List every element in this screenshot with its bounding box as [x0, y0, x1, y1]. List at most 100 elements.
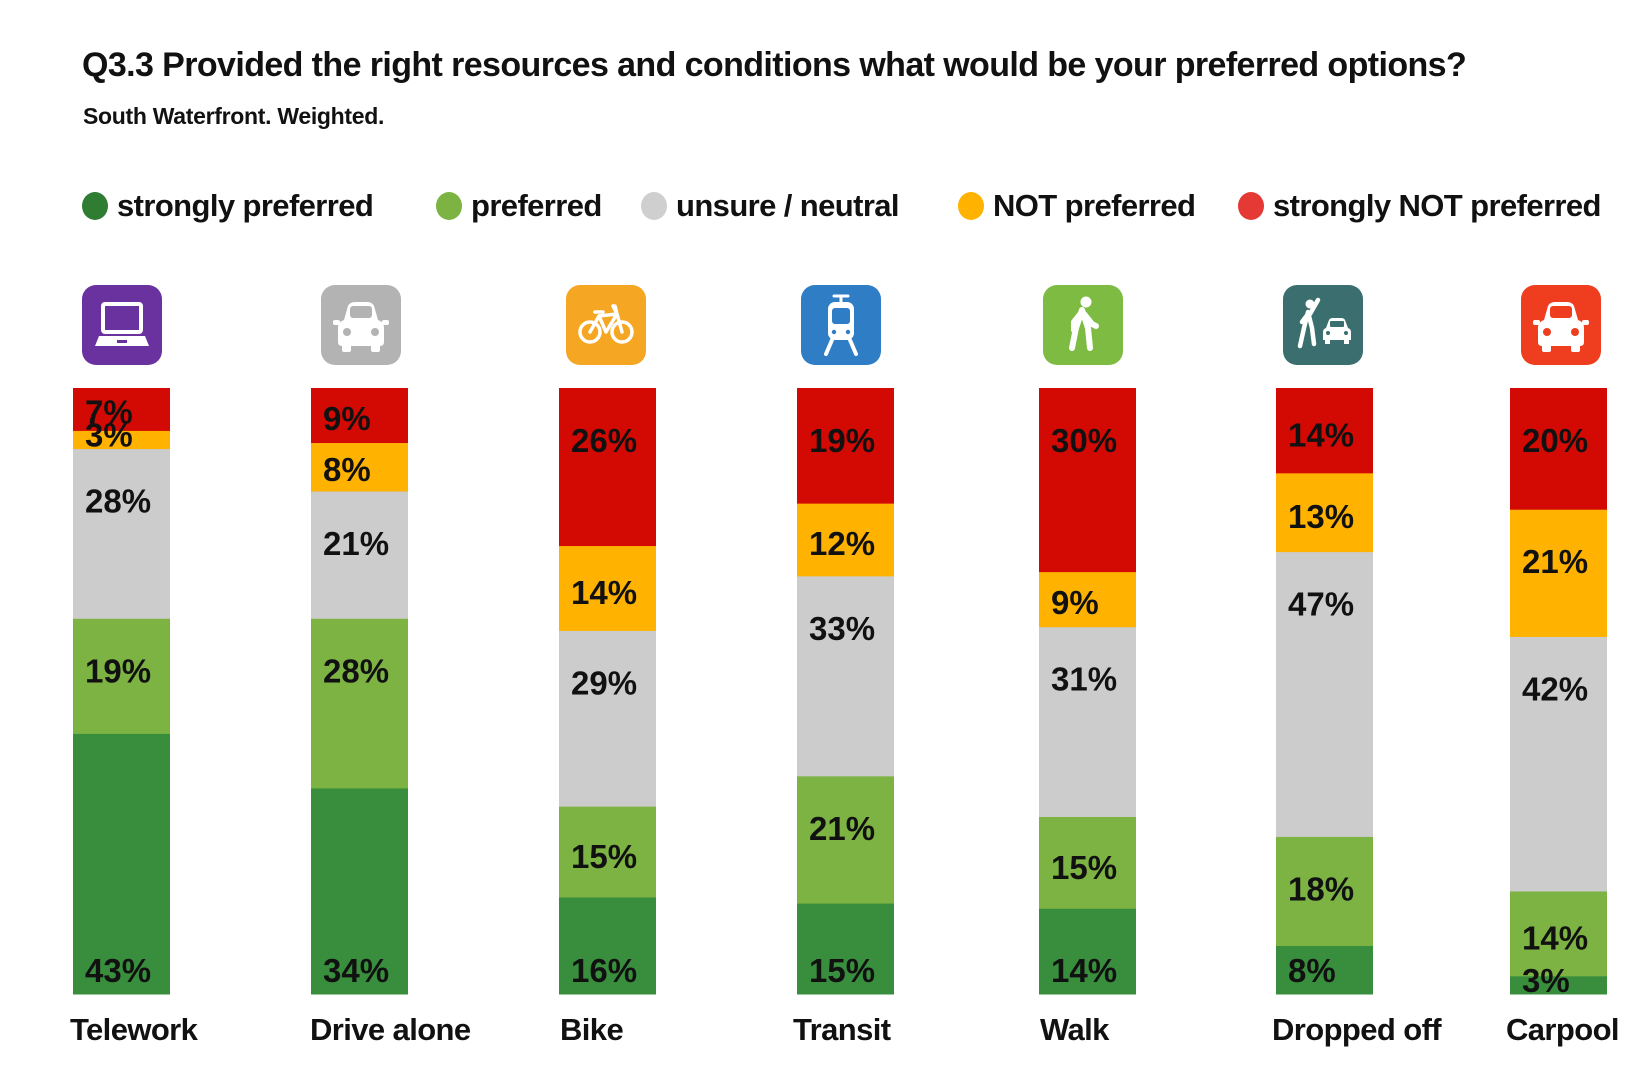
bar-segment — [1039, 816, 1136, 909]
data-label: 8% — [323, 451, 371, 488]
data-label: 30% — [1051, 422, 1117, 459]
data-label: 47% — [1288, 586, 1354, 623]
category-label: Telework — [70, 1012, 199, 1047]
bar-segment — [797, 575, 894, 777]
data-label: 21% — [809, 810, 875, 847]
legend-item-strongly-not-preferred: strongly NOT preferred — [1238, 188, 1601, 224]
bicycle-icon — [566, 285, 646, 365]
data-label: 12% — [809, 525, 875, 562]
bar-segment — [1039, 388, 1136, 573]
legend-dot-icon — [641, 192, 667, 220]
chart-title: Q3.3 Provided the right resources and co… — [82, 46, 1467, 84]
bar-segment — [1276, 388, 1373, 474]
data-label: 9% — [323, 400, 371, 437]
bar-segment — [311, 442, 408, 492]
bar-segment — [559, 630, 656, 807]
data-label: 31% — [1051, 661, 1117, 698]
legend: strongly preferred preferred unsure / ne… — [0, 188, 1650, 224]
data-label: 14% — [571, 574, 637, 611]
bar-segment — [797, 903, 894, 995]
bar-segment — [73, 430, 170, 450]
bar-segment — [1039, 571, 1136, 628]
data-label: 19% — [809, 422, 875, 459]
bar-segment — [311, 388, 408, 444]
bar-stack-walk: 14% 15% 31% 9% 30% — [1039, 388, 1136, 995]
bar-stack-carpool: 3% 14% 42% 21% 20% — [1510, 388, 1607, 999]
legend-dot-icon — [82, 192, 108, 220]
data-label: 9% — [1051, 584, 1099, 621]
category-label: Dropped off — [1272, 1012, 1442, 1047]
pedestrian-hailing-car-icon — [1283, 285, 1363, 365]
data-label: 14% — [1288, 417, 1354, 454]
chart-subtitle: South Waterfront. Weighted. — [83, 103, 385, 129]
bar-stack-bike: 16% 15% 29% 14% 26% — [559, 388, 656, 995]
bar-segment — [559, 897, 656, 995]
bar-segment — [1276, 836, 1373, 947]
bar-segment — [1510, 975, 1607, 995]
bar-segment — [311, 491, 408, 619]
legend-item-strongly-preferred: strongly preferred — [82, 188, 374, 224]
bar-segment — [1510, 890, 1607, 977]
legend-dot-icon — [436, 192, 462, 220]
bar-stack-telework: 43% 19% 28% 3%7% — [73, 388, 170, 995]
legend-item-preferred: preferred — [436, 188, 602, 224]
data-label: 15% — [571, 838, 637, 875]
data-label: 14% — [1522, 920, 1588, 957]
data-label: 15% — [1051, 849, 1117, 886]
data-label: 28% — [85, 483, 151, 520]
legend-label: strongly NOT preferred — [1273, 188, 1601, 223]
category-label: Walk — [1040, 1012, 1110, 1047]
data-label: 21% — [323, 525, 389, 562]
data-label: 18% — [1288, 870, 1354, 907]
bar-segment — [1039, 908, 1136, 995]
bar-segment — [559, 806, 656, 898]
data-label: 33% — [809, 610, 875, 647]
data-label: 14% — [1051, 952, 1117, 989]
legend-label: unsure / neutral — [676, 188, 900, 223]
data-label: 3% — [85, 417, 133, 454]
category-label: Bike — [560, 1012, 623, 1047]
bar-segment — [1510, 636, 1607, 892]
laptop-icon — [82, 285, 162, 365]
bar-segment — [1276, 472, 1373, 553]
bar-segment — [1039, 626, 1136, 817]
bar-segment — [559, 545, 656, 631]
legend-label: preferred — [471, 188, 602, 223]
bar-segment — [311, 618, 408, 789]
data-label: 8% — [1288, 952, 1336, 989]
data-label: 7% — [85, 393, 133, 430]
bar-segment — [73, 733, 170, 995]
legend-label: strongly preferred — [117, 188, 374, 223]
bar-segment — [73, 388, 170, 431]
streetcar-icon — [801, 285, 881, 365]
data-label: 21% — [1522, 543, 1588, 580]
data-label: 16% — [571, 952, 637, 989]
data-label: 15% — [809, 952, 875, 989]
data-label: 28% — [323, 652, 389, 689]
data-label: 26% — [571, 422, 637, 459]
bar-segment — [311, 787, 408, 995]
data-label: 43% — [85, 952, 151, 989]
bar-segment — [1276, 945, 1373, 995]
legend-label: NOT preferred — [993, 188, 1196, 223]
legend-dot-icon — [958, 192, 984, 220]
category-label: Carpool — [1506, 1012, 1619, 1047]
bar-segment — [73, 448, 170, 619]
legend-item-not-preferred: NOT preferred — [958, 188, 1196, 224]
legend-item-neutral: unsure / neutral — [641, 188, 900, 224]
legend-dot-icon — [1238, 192, 1264, 220]
data-label: 3% — [1522, 962, 1570, 999]
data-label: 19% — [85, 652, 151, 689]
bar-segment — [559, 388, 656, 547]
data-label: 29% — [571, 664, 637, 701]
bar-segment — [1510, 509, 1607, 637]
bar-segment — [1276, 551, 1373, 837]
bar-stack-dropped-off: 8% 18% 47% 13% 14% — [1276, 388, 1373, 995]
bar-segment — [1510, 388, 1607, 510]
bar-segment — [797, 503, 894, 577]
data-label: 34% — [323, 952, 389, 989]
bar-segment — [73, 618, 170, 734]
bar-segment — [797, 388, 894, 504]
bar-segment — [797, 775, 894, 904]
